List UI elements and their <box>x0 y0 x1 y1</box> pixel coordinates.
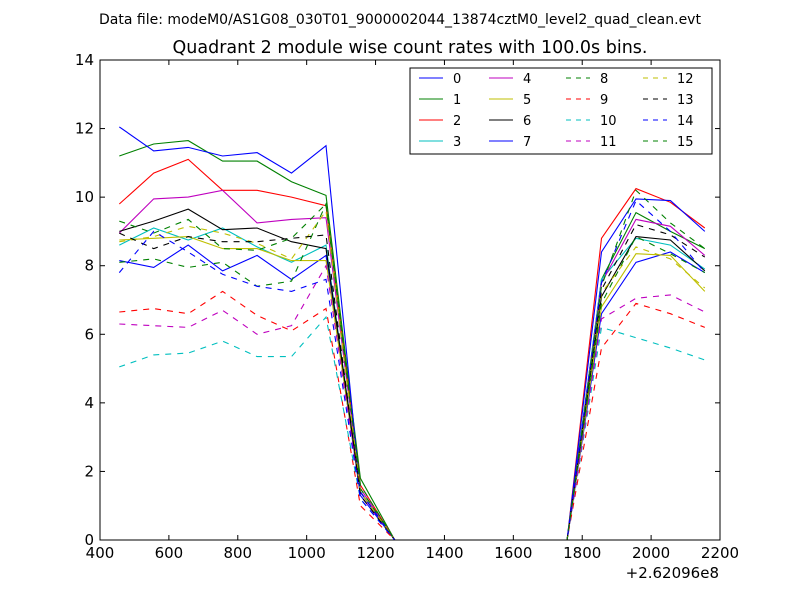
y-tick-label: 8 <box>84 257 94 275</box>
legend-label-3: 3 <box>453 135 461 150</box>
series-layer <box>118 126 706 541</box>
y-tick-label: 12 <box>75 120 94 138</box>
series-line-14 <box>118 199 706 541</box>
chart-title: Quadrant 2 module wise count rates with … <box>173 38 648 58</box>
x-tick-label: 1000 <box>288 544 326 562</box>
axis-layer: 400 600 800 1000 1200 1400 1600 1800 2000 2200 0 2 4… <box>75 51 739 562</box>
x-tick-label: 1600 <box>494 544 532 562</box>
series-line-5 <box>119 236 706 541</box>
legend-label-0: 0 <box>453 72 461 87</box>
series-line-10 <box>119 315 705 541</box>
x-tick-label: 1200 <box>356 544 394 562</box>
series-line-3 <box>119 227 706 541</box>
legend-label-14: 14 <box>677 114 694 129</box>
x-tick-label: 400 <box>86 544 115 562</box>
y-tick-label: 2 <box>84 462 94 480</box>
y-tick-label: 14 <box>75 51 94 69</box>
legend-box <box>409 67 713 155</box>
series-line-0 <box>119 244 706 541</box>
x-tick-label: 2000 <box>632 544 670 562</box>
legend-label-8: 8 <box>600 72 608 87</box>
legend-label-11: 11 <box>600 135 617 150</box>
plot-frame <box>99 59 721 541</box>
x-offset-label: +2.62096e8 <box>626 564 719 582</box>
legend-label-7: 7 <box>523 135 531 150</box>
series-line-2 <box>118 158 706 541</box>
legend-label-10: 10 <box>600 114 617 129</box>
y-tick-label: 10 <box>75 188 94 206</box>
legend-label-15: 15 <box>677 135 694 150</box>
series-line-12 <box>119 209 706 541</box>
y-tick-label: 4 <box>84 394 94 412</box>
legend-label-5: 5 <box>523 93 531 108</box>
y-tick-label: 6 <box>84 325 94 343</box>
x-tick-label: 1800 <box>563 544 601 562</box>
legend-label-1: 1 <box>453 93 461 108</box>
series-line-1 <box>119 140 706 541</box>
series-line-11 <box>119 264 706 541</box>
legend-label-2: 2 <box>453 114 461 129</box>
series-line-9 <box>119 290 706 541</box>
x-tick-label: 800 <box>223 544 252 562</box>
legend-label-13: 13 <box>677 93 694 108</box>
legend-label-9: 9 <box>600 93 608 108</box>
legend-label-6: 6 <box>523 114 531 129</box>
series-line-13 <box>119 223 706 541</box>
series-line-7 <box>118 126 706 541</box>
x-tick-label: 2200 <box>701 544 739 562</box>
x-tick-label: 600 <box>155 544 184 562</box>
data-file-label: Data file: modeM0/AS1G08_030T01_90000020… <box>99 12 701 28</box>
x-tick-label: 1400 <box>425 544 463 562</box>
legend-label-4: 4 <box>523 72 531 87</box>
y-tick-label: 0 <box>84 531 94 549</box>
legend-label-12: 12 <box>677 72 694 87</box>
series-line-8 <box>119 201 706 541</box>
